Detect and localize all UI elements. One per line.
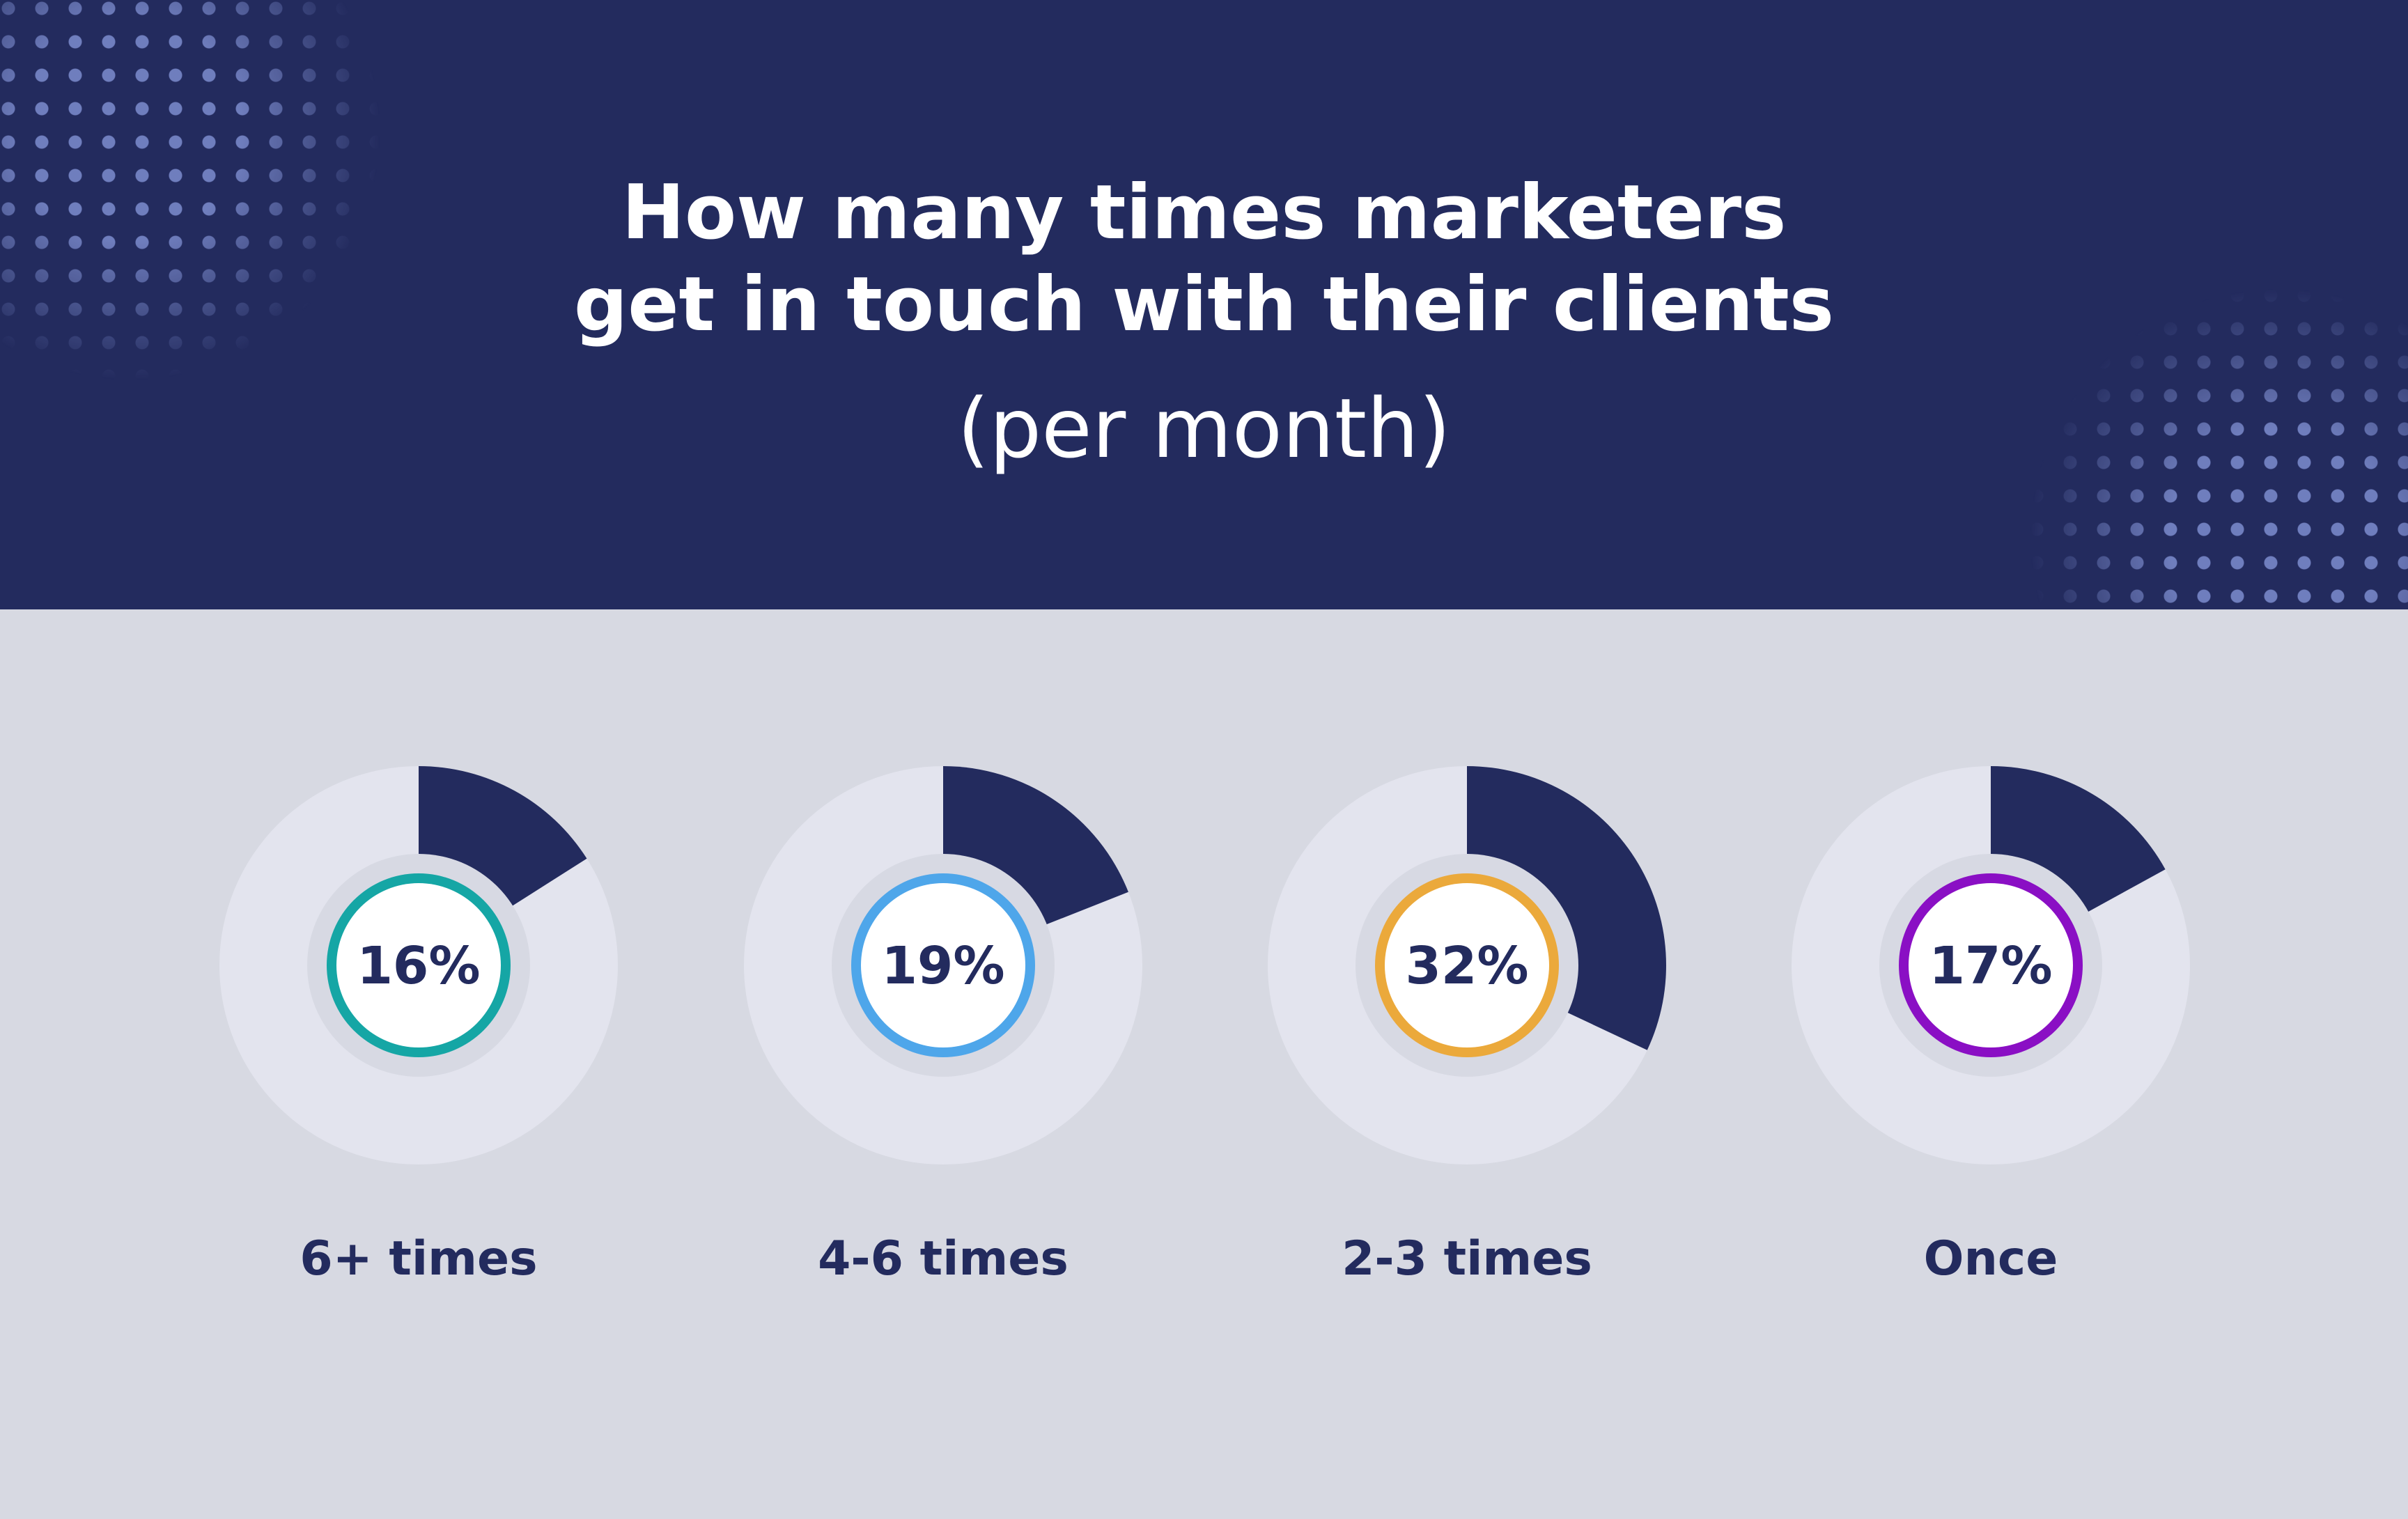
donut-4: 17% Once <box>1792 766 2190 1286</box>
percent-label: 17% <box>1929 936 2052 996</box>
category-label: 6+ times <box>300 1231 537 1286</box>
header-banner: How many times marketers get in touch wi… <box>0 0 2408 609</box>
donut-2: 19% 4-6 times <box>744 766 1142 1286</box>
donut-center <box>1385 883 1549 1047</box>
decorative-dot-pattern-top-left <box>0 0 390 390</box>
title-line-1: How many times marketers <box>621 169 1787 256</box>
chart-subtitle: (per month) <box>957 380 1451 476</box>
donut-1: 16% 6+ times <box>219 766 618 1286</box>
percent-label: 19% <box>881 936 1004 996</box>
donut-center <box>861 883 1025 1047</box>
donut-3: 32% 2-3 times <box>1268 766 1666 1286</box>
category-label: Once <box>1924 1231 2058 1286</box>
donut-center <box>336 883 501 1047</box>
percent-label: 32% <box>1405 936 1528 996</box>
category-label: 2-3 times <box>1342 1231 1592 1286</box>
category-label: 4-6 times <box>818 1231 1069 1286</box>
chart-title: How many times marketers get in touch wi… <box>0 167 2408 351</box>
title-line-2: get in touch with their clients <box>573 260 1835 348</box>
percent-label: 16% <box>357 936 480 996</box>
decorative-dot-pattern-bottom-right <box>2020 279 2408 609</box>
donut-center <box>1909 883 2073 1047</box>
